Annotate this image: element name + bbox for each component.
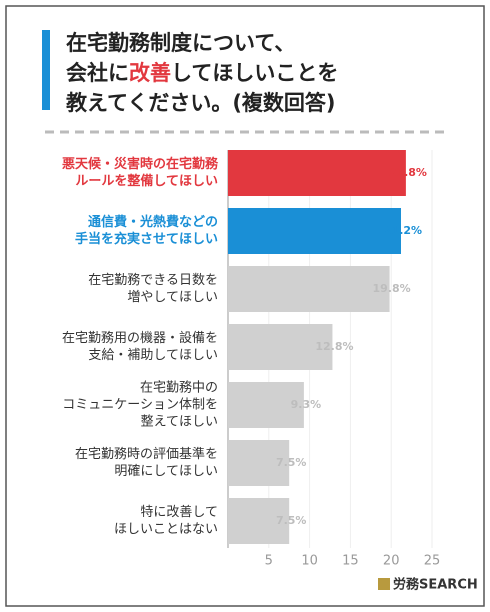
bar xyxy=(228,150,406,196)
category-label: 在宅勤務中の xyxy=(140,381,218,396)
category-label: 在宅勤務できる日数を xyxy=(88,273,218,288)
bar xyxy=(228,498,290,544)
category-label: 手当を充実させてほしい xyxy=(75,231,218,247)
value-label: 19.8% xyxy=(372,282,410,295)
x-tick-label: 5 xyxy=(265,554,273,569)
category-label: 支給・補助してほしい xyxy=(88,348,218,363)
category-label: コミュニケーション体制を xyxy=(62,398,218,413)
bar xyxy=(228,266,390,312)
logo-text: 労務SEARCH xyxy=(393,577,478,593)
bar xyxy=(228,324,333,370)
category-label: 在宅勤務時の評価基準を xyxy=(75,446,218,462)
x-tick-label: 15 xyxy=(342,554,359,569)
category-label: 悪天候・災害時の在宅勤務 xyxy=(62,156,219,172)
category-label: ルールを整備してほしい xyxy=(75,173,218,189)
value-label: 21.2% xyxy=(384,224,422,237)
value-label: 12.8% xyxy=(315,340,353,353)
title-part: 在宅勤務制度について、 xyxy=(66,31,295,55)
value-label: 9.3% xyxy=(291,398,322,411)
category-label: 整えてほしい xyxy=(141,415,218,430)
chart-title: 会社に改善してほしいことを xyxy=(66,61,338,85)
value-label: 21.8% xyxy=(389,166,427,179)
category-label: 特に改善して xyxy=(140,504,218,520)
logo-icon xyxy=(378,578,390,590)
category-label: ほしいことはない xyxy=(114,522,218,537)
category-label: 通信費・光熱費などの xyxy=(88,214,218,230)
chart-title: 在宅勤務制度について、 xyxy=(66,31,295,55)
bar xyxy=(228,382,304,428)
title-accent xyxy=(42,30,50,110)
category-label: 在宅勤務用の機器・設備を xyxy=(62,330,218,346)
title-part: 教えてください。(複数回答) xyxy=(66,91,336,115)
bar xyxy=(228,440,290,486)
title-part: 改善 xyxy=(129,61,171,85)
value-label: 7.5% xyxy=(276,514,307,527)
x-tick-label: 20 xyxy=(383,554,400,569)
chart-title: 教えてください。(複数回答) xyxy=(66,91,336,115)
value-label: 7.5% xyxy=(276,456,307,469)
title-part: 会社に xyxy=(66,61,129,85)
x-tick-label: 25 xyxy=(424,554,441,569)
logo: 労務SEARCH xyxy=(378,577,478,593)
category-label: 増やしてほしい xyxy=(127,290,218,305)
x-tick-label: 10 xyxy=(301,554,318,569)
title-part: してほしいことを xyxy=(171,61,338,85)
category-label: 明確にしてほしい xyxy=(114,463,218,479)
bar xyxy=(228,208,401,254)
